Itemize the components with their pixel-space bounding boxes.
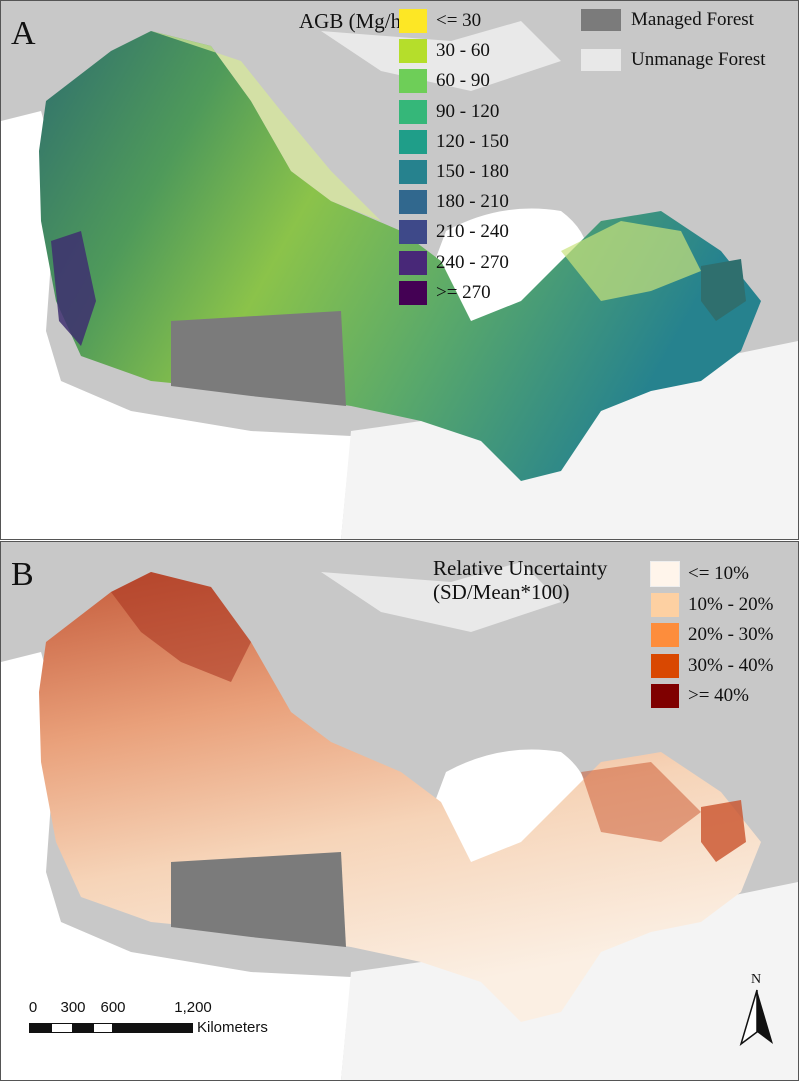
managed-forest-swatch bbox=[581, 9, 621, 31]
legend-managed-forest: Managed Forest bbox=[581, 9, 754, 31]
arctic-channel bbox=[321, 21, 561, 91]
uncertainty-legend-label: 20% - 30% bbox=[688, 624, 774, 645]
panel-letter-a: A bbox=[11, 15, 36, 52]
newfoundland-b bbox=[701, 800, 746, 862]
pacific-ocean-b bbox=[1, 652, 351, 1080]
managed-forest-prairie-b bbox=[171, 852, 346, 947]
uncertainty-legend-swatch bbox=[651, 592, 679, 617]
agb-legend-item: 120 - 150 bbox=[399, 128, 509, 156]
uncertainty-legend-item: >= 40% bbox=[651, 682, 749, 710]
agb-legend-label: 120 - 150 bbox=[436, 130, 509, 152]
agb-legend-label: <= 30 bbox=[436, 10, 482, 31]
uncertainty-legend-label: 30% - 40% bbox=[688, 654, 774, 676]
uncertainty-legend-item: 10% - 20% bbox=[651, 591, 773, 619]
agb-legend-label: 150 - 180 bbox=[436, 161, 509, 182]
uncertainty-legend-item: <= 10% bbox=[650, 560, 750, 588]
agb-legend-title: AGB (Mg/ha) bbox=[299, 9, 418, 33]
north-arrow-icon bbox=[739, 989, 773, 1046]
managed-forest-prairie bbox=[171, 311, 346, 406]
scale-segment-1 bbox=[29, 1023, 51, 1033]
uncertainty-legend-label: <= 10% bbox=[688, 563, 750, 584]
scale-unit-label: Kilometers bbox=[197, 1019, 268, 1036]
unmanaged-forest-label: Unmanage Forest bbox=[631, 49, 766, 70]
agb-legend-label: 90 - 120 bbox=[436, 100, 500, 122]
agb-legend-item: 240 - 270 bbox=[399, 249, 509, 277]
scale-tick-300: 300 bbox=[60, 999, 86, 1016]
north-label: N bbox=[751, 972, 762, 987]
uncertainty-legend-item: 20% - 30% bbox=[651, 621, 773, 649]
coastal-high-biomass bbox=[51, 231, 96, 346]
labrador-forest bbox=[561, 221, 701, 301]
uncertainty-legend-swatch bbox=[650, 561, 680, 587]
agb-legend-swatch bbox=[399, 69, 427, 94]
agb-legend-item: 30 - 60 bbox=[399, 37, 490, 65]
newfoundland bbox=[701, 259, 746, 321]
uncertainty-legend-title: Relative Uncertainty (SD/Mean*100) bbox=[433, 556, 607, 604]
panel-letter-b: B bbox=[11, 556, 34, 593]
north-arrow: N bbox=[739, 972, 779, 1047]
unmanaged-forest-swatch bbox=[581, 49, 621, 71]
scale-tick-600: 600 bbox=[100, 999, 126, 1016]
high-uncertainty-labrador bbox=[581, 762, 701, 842]
agb-legend-swatch bbox=[399, 280, 427, 305]
high-uncertainty-north bbox=[111, 572, 251, 682]
scale-segment-2 bbox=[51, 1023, 73, 1033]
managed-forest-label: Managed Forest bbox=[631, 9, 754, 30]
pacific-ocean bbox=[1, 111, 351, 539]
scale-tick-1200: 1,200 bbox=[174, 999, 212, 1016]
agb-legend-swatch bbox=[399, 39, 427, 64]
uncertainty-title-line1: Relative Uncertainty bbox=[433, 556, 608, 580]
scale-segment-4 bbox=[93, 1023, 113, 1033]
uncertainty-title-line2: (SD/Mean*100) bbox=[433, 580, 570, 604]
uncertainty-legend-label: >= 40% bbox=[688, 685, 750, 706]
agb-legend-label: 210 - 240 bbox=[436, 221, 509, 243]
agb-legend-label: 180 - 210 bbox=[436, 191, 509, 213]
scale-segment-3 bbox=[73, 1023, 93, 1033]
agb-legend-item: 150 - 180 bbox=[399, 158, 509, 186]
legend-unmanaged-forest: Unmanage Forest bbox=[581, 49, 766, 71]
agb-legend-item: 60 - 90 bbox=[399, 67, 490, 95]
uncertainty-legend-swatch bbox=[651, 623, 679, 647]
agb-legend-swatch bbox=[399, 250, 427, 275]
agb-legend-item: 210 - 240 bbox=[399, 218, 509, 246]
agb-legend-swatch bbox=[399, 9, 427, 33]
agb-legend-swatch bbox=[399, 220, 427, 245]
uncertainty-legend-swatch bbox=[651, 653, 679, 678]
northern-open-forest bbox=[151, 31, 381, 221]
agb-legend-label: 30 - 60 bbox=[436, 40, 490, 62]
agb-legend-swatch bbox=[399, 129, 427, 154]
arctic-channel-b bbox=[321, 562, 561, 632]
uncertainty-legend-item: 30% - 40% bbox=[651, 652, 773, 680]
uncertainty-legend-label: 10% - 20% bbox=[688, 593, 774, 615]
uncertainty-legend-swatch bbox=[651, 684, 679, 708]
scale-bar: 0 300 600 1,200 Kilometers bbox=[29, 999, 289, 1049]
agb-legend-item: 90 - 120 bbox=[399, 98, 499, 126]
agb-legend-label: 240 - 270 bbox=[436, 251, 509, 273]
panel-b: B Relative Uncertainty (SD/Mean*100) <= … bbox=[0, 541, 799, 1081]
agb-legend-item: <= 30 bbox=[399, 7, 481, 35]
agb-legend-item: >= 270 bbox=[399, 279, 491, 307]
agb-legend-swatch bbox=[399, 160, 427, 184]
agb-legend-label: 60 - 90 bbox=[436, 70, 490, 92]
panel-a: A AGB (Mg/ha) <= 30 30 - 60 60 - 90 90 - 12… bbox=[0, 0, 799, 540]
agb-legend-label: >= 270 bbox=[436, 281, 491, 303]
agb-legend-swatch bbox=[399, 99, 427, 124]
agb-legend-swatch bbox=[399, 190, 427, 215]
scale-segment-5 bbox=[113, 1023, 193, 1033]
scale-tick-0: 0 bbox=[28, 999, 38, 1016]
agb-legend-item: 180 - 210 bbox=[399, 188, 509, 216]
